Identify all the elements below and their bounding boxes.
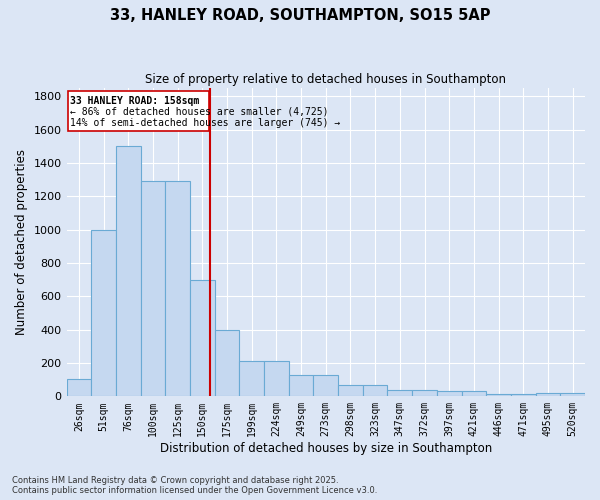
Bar: [363, 384, 388, 396]
Y-axis label: Number of detached properties: Number of detached properties: [15, 149, 28, 335]
Bar: [560, 393, 585, 396]
Bar: [239, 362, 264, 396]
Bar: [437, 392, 461, 396]
Text: 14% of semi-detached houses are larger (745) →: 14% of semi-detached houses are larger (…: [70, 118, 340, 128]
Text: ← 86% of detached houses are smaller (4,725): ← 86% of detached houses are smaller (4,…: [70, 107, 329, 117]
Text: Contains HM Land Registry data © Crown copyright and database right 2025.
Contai: Contains HM Land Registry data © Crown c…: [12, 476, 377, 495]
Bar: [215, 330, 239, 396]
Bar: [116, 146, 140, 396]
Bar: [289, 374, 313, 396]
X-axis label: Distribution of detached houses by size in Southampton: Distribution of detached houses by size …: [160, 442, 492, 455]
Bar: [313, 374, 338, 396]
Text: 33 HANLEY ROAD: 158sqm: 33 HANLEY ROAD: 158sqm: [70, 96, 199, 106]
Bar: [536, 393, 560, 396]
Text: 33, HANLEY ROAD, SOUTHAMPTON, SO15 5AP: 33, HANLEY ROAD, SOUTHAMPTON, SO15 5AP: [110, 8, 490, 22]
Bar: [338, 384, 363, 396]
Bar: [67, 379, 91, 396]
Bar: [140, 182, 165, 396]
Bar: [486, 394, 511, 396]
Title: Size of property relative to detached houses in Southampton: Size of property relative to detached ho…: [145, 72, 506, 86]
Bar: [412, 390, 437, 396]
FancyBboxPatch shape: [68, 92, 209, 132]
Bar: [190, 280, 215, 396]
Bar: [388, 390, 412, 396]
Bar: [91, 230, 116, 396]
Bar: [511, 394, 536, 396]
Bar: [264, 362, 289, 396]
Bar: [461, 392, 486, 396]
Bar: [165, 182, 190, 396]
